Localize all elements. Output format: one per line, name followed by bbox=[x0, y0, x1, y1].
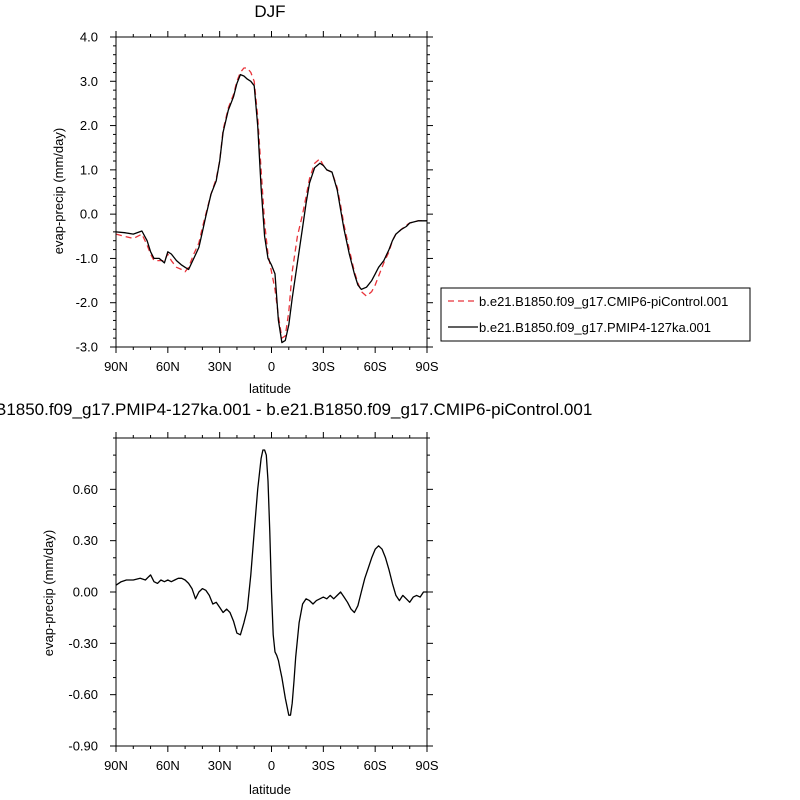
djf-y-tick-label: 2.0 bbox=[80, 118, 98, 133]
diff-x-tick-label: 60S bbox=[364, 758, 387, 773]
legend-entry-picontrol: b.e21.B1850.f09_g17.CMIP6-piControl.001 bbox=[479, 294, 728, 309]
legend: b.e21.B1850.f09_g17.CMIP6-piControl.001 … bbox=[440, 287, 751, 342]
djf-series-line-1 bbox=[115, 73, 427, 344]
diff-y-tick-label: -0.30 bbox=[68, 636, 98, 651]
djf-y-tick-label: -3.0 bbox=[76, 340, 98, 355]
djf-x-tick-label: 60N bbox=[156, 359, 180, 374]
x-axis-label-difference: latitude bbox=[249, 782, 291, 797]
diff-x-tick-label: 90S bbox=[415, 758, 438, 773]
y-axis-label-djf: evap-precip (mm/day) bbox=[51, 128, 66, 254]
djf-y-tick-label: 3.0 bbox=[80, 74, 98, 89]
djf-x-tick-label: 0 bbox=[268, 359, 275, 374]
legend-entry-127ka: b.e21.B1850.f09_g17.PMIP4-127ka.001 bbox=[479, 320, 711, 335]
chart-title-difference: b.e21.B1850.f09_g17.PMIP4-127ka.001 - b.… bbox=[0, 400, 592, 419]
diff-series-line-0 bbox=[115, 449, 427, 716]
diff-y-tick-label: -0.90 bbox=[68, 739, 98, 754]
djf-series-line-0 bbox=[115, 67, 427, 339]
diff-x-tick-label: 0 bbox=[268, 758, 275, 773]
djf-plot-frame bbox=[115, 36, 428, 348]
djf-x-tick-label: 30S bbox=[312, 359, 335, 374]
djf-x-tick-label: 90S bbox=[415, 359, 438, 374]
djf-y-tick-label: 0.0 bbox=[80, 207, 98, 222]
panel-difference: b.e21.B1850.f09_g17.PMIP4-127ka.001 - b.… bbox=[0, 400, 592, 797]
diff-y-tick-label: 0.60 bbox=[73, 482, 98, 497]
djf-y-tick-label: 4.0 bbox=[80, 30, 98, 45]
diff-y-tick-label: 0.30 bbox=[73, 533, 98, 548]
diff-y-tick-label: 0.00 bbox=[73, 585, 98, 600]
diff-x-tick-label: 60N bbox=[156, 758, 180, 773]
legend-box bbox=[440, 287, 751, 342]
djf-y-tick-label: -1.0 bbox=[76, 251, 98, 266]
djf-x-tick-label: 60S bbox=[364, 359, 387, 374]
djf-y-tick-label: 1.0 bbox=[80, 162, 98, 177]
chart-title-djf: DJF bbox=[254, 2, 285, 21]
difference-plot-layer: 90N 60N 30N 0 30S 60S 90S -0.90 -0.60 -0.30 0.00 0.… bbox=[68, 432, 439, 773]
djf-y-tick-label: -2.0 bbox=[76, 295, 98, 310]
panel-djf: DJF 90N 60N 30N 0 30S 60S 90S -3.0 -2.0 -1.0 0.0 1.… bbox=[51, 2, 751, 396]
diff-x-tick-label: 30N bbox=[208, 758, 232, 773]
djf-x-tick-label: 30N bbox=[208, 359, 232, 374]
y-axis-label-difference: evap-precip (mm/day) bbox=[41, 530, 56, 656]
diff-x-tick-label: 90N bbox=[104, 758, 128, 773]
x-axis-label-djf: latitude bbox=[249, 381, 291, 396]
djf-plot-layer: 90N 60N 30N 0 30S 60S 90S -3.0 -2.0 -1.0 0.0 1.0 2.0… bbox=[76, 30, 439, 375]
djf-x-tick-label: 90N bbox=[104, 359, 128, 374]
diff-y-tick-label: -0.60 bbox=[68, 687, 98, 702]
diff-x-tick-label: 30S bbox=[312, 758, 335, 773]
